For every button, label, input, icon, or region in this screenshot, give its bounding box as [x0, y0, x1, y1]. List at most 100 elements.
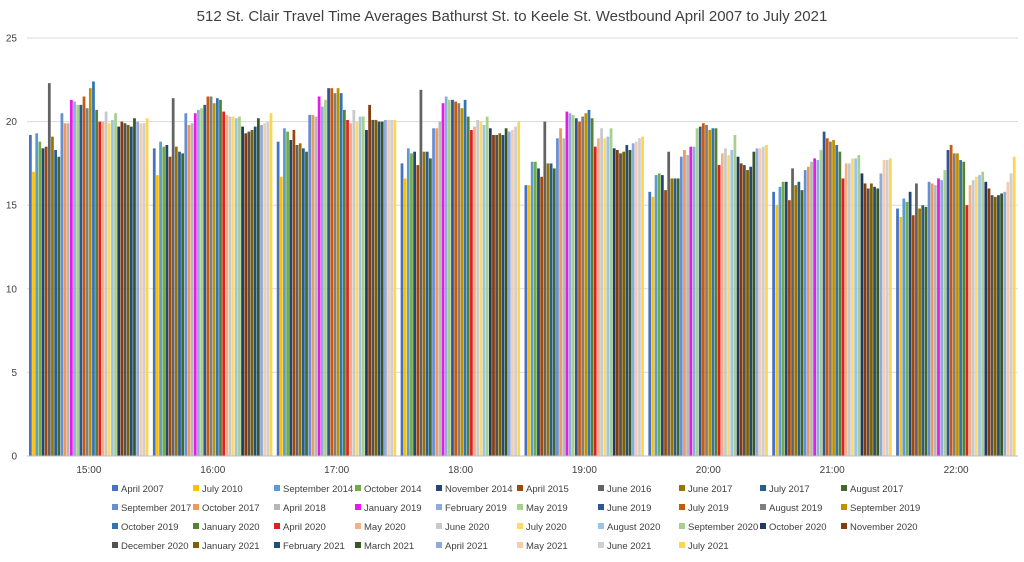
legend-item: September 2014 [274, 484, 353, 495]
bar [679, 156, 683, 456]
bar [549, 163, 553, 456]
bars [29, 81, 1016, 457]
bar [292, 129, 296, 456]
legend-swatch [841, 485, 847, 491]
bar [320, 106, 324, 457]
bar [361, 116, 365, 456]
legend-label: January 2019 [364, 503, 422, 514]
legend-item: June 2016 [598, 484, 651, 495]
bar [651, 196, 655, 456]
bar [844, 163, 848, 456]
bar [971, 180, 975, 456]
bar [429, 158, 432, 456]
legend-item: September 2020 [679, 522, 758, 533]
y-tick-label: 10 [6, 284, 18, 295]
x-tick-label: 18:00 [448, 465, 473, 476]
bar [384, 119, 387, 457]
legend-swatch [112, 485, 118, 491]
bar [238, 116, 241, 456]
legend-item: July 2020 [517, 522, 567, 533]
bar [908, 191, 912, 456]
bar [266, 121, 270, 456]
bar [416, 165, 420, 456]
bar [705, 124, 708, 456]
legend-swatch [112, 504, 118, 510]
bar [797, 181, 801, 457]
bar [765, 145, 768, 456]
bar [660, 175, 664, 456]
bar [810, 161, 813, 457]
bar [432, 128, 435, 457]
bar [206, 96, 210, 457]
bar [352, 109, 356, 457]
bar [463, 99, 467, 457]
bar [638, 138, 641, 456]
bar [634, 141, 638, 456]
bar [212, 103, 216, 457]
legend-label: July 2017 [769, 484, 810, 495]
bar [552, 168, 556, 457]
bar [641, 136, 644, 456]
x-tick-label: 21:00 [820, 465, 845, 476]
bar [708, 129, 712, 456]
legend-swatch [355, 542, 361, 548]
bar [933, 185, 937, 456]
legend-item: January 2021 [193, 541, 260, 552]
legend-item: April 2021 [436, 541, 488, 552]
bar [190, 123, 194, 457]
bar [746, 170, 749, 456]
bar [870, 183, 873, 456]
bar [371, 119, 375, 457]
bar [1000, 193, 1003, 456]
x-tick-label: 17:00 [324, 465, 349, 476]
bar [761, 146, 765, 456]
bar [47, 83, 51, 456]
bar [819, 150, 823, 456]
legend-swatch [679, 523, 685, 529]
bar [400, 163, 404, 456]
legend-label: May 2020 [364, 522, 406, 533]
bar [241, 126, 244, 457]
legend-item: July 2019 [679, 503, 729, 514]
bar [615, 150, 619, 456]
legend-item: April 2015 [517, 484, 569, 495]
legend-swatch [436, 504, 442, 510]
bar [346, 119, 349, 457]
bar [574, 118, 578, 456]
legend-item: May 2019 [517, 503, 568, 514]
x-tick-label: 20:00 [696, 465, 721, 476]
bar [174, 146, 178, 456]
bar [943, 170, 947, 456]
bar [524, 185, 528, 456]
bar [698, 126, 702, 457]
bar [540, 176, 544, 456]
legend-item: October 2019 [112, 522, 179, 533]
legend-label: June 2020 [445, 522, 489, 533]
bar [778, 186, 782, 456]
bar [879, 173, 883, 456]
bar [692, 146, 696, 456]
bar [355, 121, 359, 456]
legend-swatch [517, 542, 523, 548]
bar [492, 134, 495, 457]
bar [720, 153, 724, 456]
bar [657, 173, 661, 456]
bar [860, 173, 864, 456]
legend-swatch [598, 485, 604, 491]
bar [654, 175, 658, 456]
bar [724, 148, 727, 456]
bar [222, 111, 226, 456]
bar [485, 116, 489, 456]
bar [667, 151, 671, 456]
chart-title: 512 St. Clair Travel Time Averages Bathu… [197, 8, 828, 25]
bar [673, 178, 677, 456]
y-tick-label: 5 [11, 368, 17, 379]
bar [631, 143, 635, 456]
bar [228, 116, 232, 456]
bar [609, 128, 613, 457]
bar [940, 180, 944, 456]
bar [98, 121, 102, 456]
legend-label: October 2020 [769, 522, 827, 533]
bar [775, 205, 779, 456]
bar [788, 200, 791, 456]
